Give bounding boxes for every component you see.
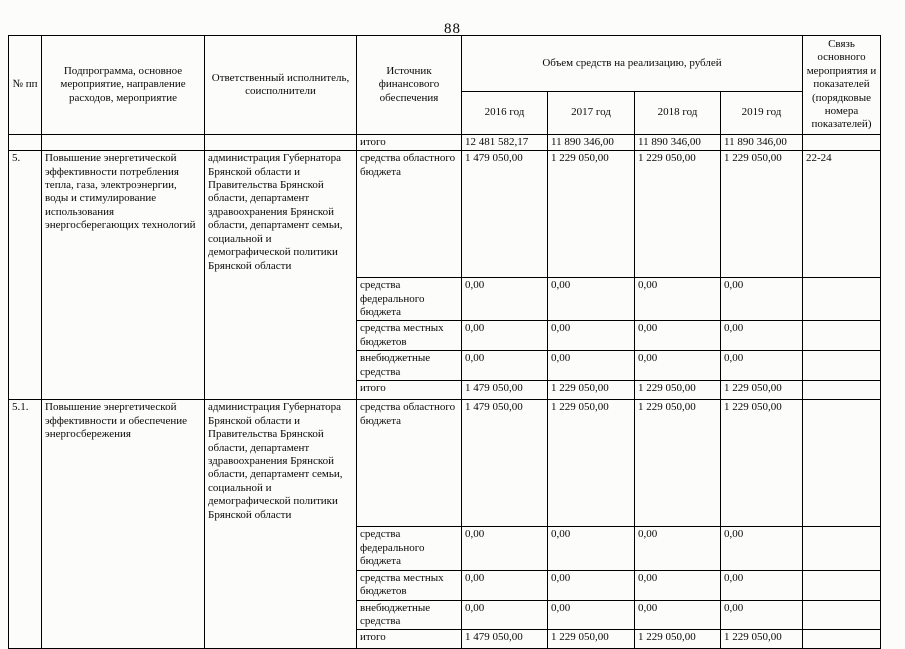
value-cell: 0,00 xyxy=(720,569,803,601)
year-header-2018: 2018 год xyxy=(634,91,721,135)
value-cell: 0,00 xyxy=(461,526,548,571)
value-cell: 1 229 050,00 xyxy=(547,150,635,279)
year-header-2017: 2017 год xyxy=(547,91,635,135)
year-header-2016: 2016 год xyxy=(461,91,548,135)
total-label-cell: итого xyxy=(356,380,462,401)
value-cell: 1 229 050,00 xyxy=(634,629,721,649)
col-header-link: Связь основного мероприятия и показателе… xyxy=(802,35,881,135)
source-cell: средства областного бюджета xyxy=(356,150,462,279)
value-cell: 1 479 050,00 xyxy=(461,399,548,528)
value-cell: 1 229 050,00 xyxy=(720,150,803,279)
value-cell: 0,00 xyxy=(634,277,721,322)
table-row: средства федерального бюджета 0,00 0,00 … xyxy=(9,277,881,322)
value-cell: 1 229 050,00 xyxy=(547,380,635,401)
value-cell: 0,00 xyxy=(720,599,803,631)
link-cell xyxy=(802,320,881,352)
subprogram-cell: Повышение энергетической эффективности п… xyxy=(41,150,205,401)
value-cell: 1 229 050,00 xyxy=(720,380,803,401)
source-cell: средства областного бюджета xyxy=(356,399,462,528)
value-cell: 11 890 346,00 xyxy=(720,133,803,152)
link-cell: 22-24 xyxy=(802,150,881,279)
value-cell: 0,00 xyxy=(720,526,803,571)
source-cell: средства местных бюджетов xyxy=(356,320,462,352)
header-row: № пп Подпрограмма, основное мероприятие,… xyxy=(8,34,881,135)
col-header-volume: Объем средств на реализацию, рублей xyxy=(461,34,803,93)
value-cell: 1 229 050,00 xyxy=(634,380,721,401)
table-row: средства местных бюджетов 0,00 0,00 0,00… xyxy=(9,320,881,352)
table-row: средства федерального бюджета 0,00 0,00 … xyxy=(9,526,881,571)
value-cell: 0,00 xyxy=(461,569,548,601)
value-cell: 11 890 346,00 xyxy=(547,133,635,152)
source-cell: внебюджетные средства xyxy=(356,350,462,382)
value-cell: 1 479 050,00 xyxy=(461,629,548,649)
value-cell: 1 229 050,00 xyxy=(720,629,803,649)
page-number: 88 xyxy=(444,21,461,37)
table-row: 5. Повышение энергетической эффективност… xyxy=(8,150,881,401)
value-cell: 0,00 xyxy=(547,599,635,631)
link-cell xyxy=(802,569,881,601)
value-cell: 0,00 xyxy=(461,277,548,322)
value-cell: 0,00 xyxy=(461,350,548,382)
value-cell: 0,00 xyxy=(634,569,721,601)
source-cell: внебюджетные средства xyxy=(356,599,462,631)
table-row-carry-total: итого 12 481 582,17 11 890 346,00 11 890… xyxy=(8,133,881,152)
value-cell: 0,00 xyxy=(720,350,803,382)
value-cell: 1 479 050,00 xyxy=(461,150,548,279)
header-row-years: 2016 год 2017 год 2018 год 2019 год xyxy=(9,91,881,135)
value-cell: 0,00 xyxy=(461,320,548,352)
value-cell: 1 229 050,00 xyxy=(547,629,635,649)
value-cell: 1 479 050,00 xyxy=(461,380,548,401)
value-cell: 0,00 xyxy=(461,599,548,631)
link-cell xyxy=(802,629,881,649)
num-cell xyxy=(8,133,42,152)
value-cell: 12 481 582,17 xyxy=(461,133,548,152)
value-cell: 11 890 346,00 xyxy=(634,133,721,152)
value-cell: 0,00 xyxy=(634,320,721,352)
link-cell xyxy=(802,350,881,382)
source-cell: средства местных бюджетов xyxy=(356,569,462,601)
link-cell xyxy=(802,277,881,322)
table-row: внебюджетные средства 0,00 0,00 0,00 0,0… xyxy=(9,350,881,382)
link-cell xyxy=(802,599,881,631)
value-cell: 1 229 050,00 xyxy=(634,399,721,528)
source-cell: средства федерального бюджета xyxy=(356,277,462,322)
value-cell: 0,00 xyxy=(547,350,635,382)
total-label-cell: итого xyxy=(356,629,462,649)
col-header-source: Источник финансового обеспечения xyxy=(356,35,462,135)
num-cell: 5. xyxy=(8,150,42,401)
value-cell: 0,00 xyxy=(547,526,635,571)
link-cell xyxy=(802,133,881,152)
col-header-num: № пп xyxy=(8,35,42,135)
value-cell: 0,00 xyxy=(634,350,721,382)
year-header-2019: 2019 год xyxy=(720,91,803,135)
value-cell: 1 229 050,00 xyxy=(634,150,721,279)
table-row: внебюджетные средства 0,00 0,00 0,00 0,0… xyxy=(9,599,881,631)
budget-table: № пп Подпрограмма, основное мероприятие,… xyxy=(8,34,881,649)
subprogram-cell: Повышение энергетической эффективности и… xyxy=(41,399,205,649)
value-cell: 0,00 xyxy=(720,320,803,352)
link-cell xyxy=(802,399,881,528)
link-cell xyxy=(802,526,881,571)
value-cell: 0,00 xyxy=(547,320,635,352)
executor-cell xyxy=(204,133,357,152)
table-row: средства местных бюджетов 0,00 0,00 0,00… xyxy=(9,569,881,601)
value-cell: 0,00 xyxy=(634,599,721,631)
value-cell: 0,00 xyxy=(720,277,803,322)
executor-cell: администрация Губернатора Брянской облас… xyxy=(204,150,357,401)
num-cell: 5.1. xyxy=(8,399,42,649)
value-cell: 1 229 050,00 xyxy=(547,399,635,528)
source-cell: средства федерального бюджета xyxy=(356,526,462,571)
value-cell: 0,00 xyxy=(634,526,721,571)
value-cell: 0,00 xyxy=(547,277,635,322)
executor-cell: администрация Губернатора Брянской облас… xyxy=(204,399,357,649)
total-label-cell: итого xyxy=(356,133,462,152)
value-cell: 0,00 xyxy=(547,569,635,601)
col-header-executor: Ответственный исполнитель, соисполнители xyxy=(204,35,357,135)
value-cell: 1 229 050,00 xyxy=(720,399,803,528)
col-header-subprogram: Подпрограмма, основное мероприятие, напр… xyxy=(41,35,205,135)
link-cell xyxy=(802,380,881,401)
table-row: 5.1. Повышение энергетической эффективно… xyxy=(8,399,881,649)
subprogram-cell xyxy=(41,133,205,152)
